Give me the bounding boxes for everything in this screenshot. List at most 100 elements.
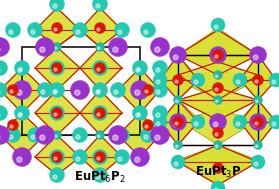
Circle shape [93, 60, 107, 75]
Circle shape [272, 80, 276, 84]
Circle shape [175, 145, 178, 148]
Circle shape [252, 116, 263, 128]
Text: EuPt$_6$P$_2$: EuPt$_6$P$_2$ [74, 170, 126, 185]
Circle shape [95, 22, 105, 33]
Circle shape [37, 83, 52, 98]
Circle shape [114, 128, 129, 143]
Circle shape [96, 68, 100, 72]
Circle shape [96, 4, 100, 8]
Circle shape [173, 122, 178, 127]
Circle shape [95, 43, 105, 51]
Circle shape [255, 122, 258, 125]
Circle shape [194, 80, 198, 84]
Circle shape [215, 100, 218, 102]
Circle shape [253, 122, 258, 127]
Circle shape [143, 84, 153, 95]
Circle shape [153, 115, 167, 129]
Circle shape [93, 105, 107, 121]
Circle shape [249, 114, 266, 130]
Circle shape [53, 90, 57, 94]
Circle shape [109, 125, 128, 145]
Circle shape [213, 128, 223, 139]
Circle shape [155, 47, 160, 52]
Circle shape [95, 85, 105, 94]
Circle shape [191, 73, 205, 87]
Circle shape [254, 140, 263, 149]
Circle shape [0, 83, 8, 98]
Circle shape [18, 64, 27, 73]
Circle shape [10, 90, 13, 93]
Circle shape [133, 60, 148, 75]
Polygon shape [35, 90, 80, 135]
Circle shape [256, 145, 258, 148]
Circle shape [96, 175, 100, 179]
Circle shape [191, 115, 205, 129]
Circle shape [15, 60, 30, 75]
Circle shape [113, 135, 118, 140]
Circle shape [135, 90, 140, 95]
Circle shape [213, 95, 222, 105]
Circle shape [113, 47, 118, 52]
Circle shape [145, 90, 148, 93]
Polygon shape [35, 135, 80, 175]
Circle shape [211, 181, 225, 189]
Circle shape [143, 119, 153, 130]
Circle shape [215, 88, 218, 91]
Circle shape [93, 83, 107, 98]
Circle shape [236, 80, 240, 84]
Circle shape [49, 0, 64, 12]
Circle shape [53, 175, 57, 179]
Circle shape [131, 147, 150, 167]
Circle shape [13, 147, 32, 167]
Circle shape [253, 55, 258, 60]
Circle shape [141, 22, 155, 37]
Circle shape [150, 125, 170, 145]
Polygon shape [160, 100, 198, 145]
Polygon shape [240, 55, 276, 100]
Circle shape [118, 157, 122, 161]
Circle shape [54, 28, 57, 31]
Circle shape [75, 90, 80, 95]
Circle shape [6, 128, 20, 143]
Circle shape [17, 90, 22, 95]
Circle shape [95, 130, 105, 139]
Circle shape [49, 149, 64, 164]
Polygon shape [35, 8, 80, 47]
Polygon shape [80, 8, 122, 47]
Circle shape [40, 135, 45, 140]
Circle shape [144, 30, 148, 34]
Circle shape [144, 135, 148, 139]
Circle shape [17, 157, 22, 162]
Circle shape [52, 22, 62, 33]
Polygon shape [163, 55, 200, 100]
Circle shape [172, 116, 184, 128]
Circle shape [97, 113, 100, 116]
Circle shape [15, 105, 30, 121]
Circle shape [269, 115, 279, 129]
Circle shape [53, 68, 57, 72]
Circle shape [49, 167, 64, 183]
Polygon shape [178, 100, 258, 120]
Circle shape [213, 163, 223, 174]
Circle shape [8, 84, 18, 95]
Polygon shape [0, 68, 45, 113]
Circle shape [95, 63, 105, 74]
Circle shape [174, 50, 182, 60]
Polygon shape [178, 88, 258, 120]
Circle shape [9, 135, 13, 139]
Circle shape [156, 113, 160, 117]
Circle shape [254, 162, 258, 166]
Circle shape [20, 113, 22, 115]
Circle shape [233, 73, 247, 87]
Polygon shape [178, 145, 258, 185]
Circle shape [156, 122, 160, 126]
Circle shape [31, 30, 35, 34]
Circle shape [49, 83, 64, 98]
Circle shape [97, 68, 100, 71]
Circle shape [175, 122, 178, 125]
Circle shape [136, 64, 145, 73]
Polygon shape [178, 30, 258, 75]
Circle shape [18, 108, 27, 118]
Circle shape [97, 47, 100, 50]
Circle shape [118, 30, 122, 34]
